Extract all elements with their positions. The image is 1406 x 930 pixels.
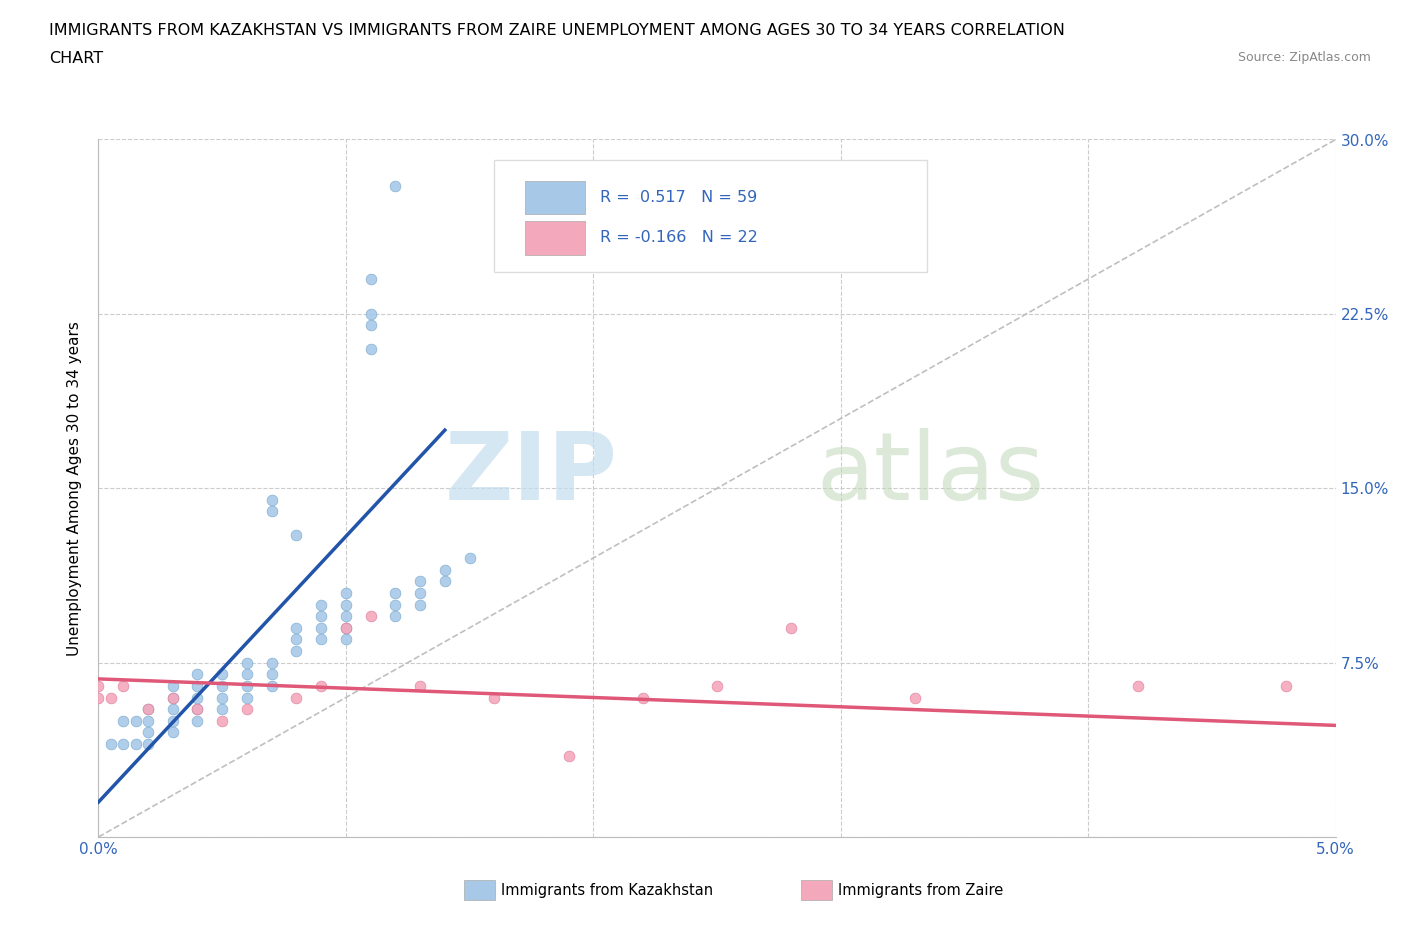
Text: R =  0.517   N = 59: R = 0.517 N = 59 xyxy=(599,190,756,205)
Point xyxy=(236,679,259,694)
Point xyxy=(309,620,332,635)
Point xyxy=(1126,679,1149,694)
FancyBboxPatch shape xyxy=(526,221,585,255)
Point xyxy=(186,713,208,728)
Point xyxy=(260,493,283,508)
Point xyxy=(904,690,927,705)
Point xyxy=(285,632,308,647)
Point xyxy=(409,586,432,601)
Point xyxy=(285,690,308,705)
Point xyxy=(162,713,184,728)
Point xyxy=(87,679,110,694)
Point xyxy=(124,713,146,728)
Point xyxy=(285,620,308,635)
Point xyxy=(211,679,233,694)
Point xyxy=(409,574,432,589)
Text: Immigrants from Zaire: Immigrants from Zaire xyxy=(838,883,1004,897)
Point xyxy=(360,318,382,333)
Point xyxy=(433,574,456,589)
Point xyxy=(136,701,159,716)
Point xyxy=(557,748,579,763)
Point xyxy=(162,725,184,740)
Point xyxy=(260,656,283,671)
Point xyxy=(100,737,122,751)
Point xyxy=(162,690,184,705)
Point xyxy=(1275,679,1298,694)
Point xyxy=(236,690,259,705)
Point xyxy=(335,620,357,635)
Point xyxy=(409,679,432,694)
Point xyxy=(162,679,184,694)
Point xyxy=(309,679,332,694)
Point xyxy=(335,620,357,635)
Point xyxy=(236,667,259,682)
Point xyxy=(384,597,406,612)
Point xyxy=(409,597,432,612)
Point xyxy=(335,586,357,601)
Text: ZIP: ZIP xyxy=(446,429,619,520)
Point xyxy=(780,620,803,635)
Point xyxy=(186,701,208,716)
Point xyxy=(360,609,382,624)
Text: R = -0.166   N = 22: R = -0.166 N = 22 xyxy=(599,231,758,246)
Point xyxy=(112,737,135,751)
Point xyxy=(384,609,406,624)
Point xyxy=(309,632,332,647)
Point xyxy=(458,551,481,565)
Point xyxy=(433,562,456,577)
Point xyxy=(186,679,208,694)
Point xyxy=(112,713,135,728)
Point xyxy=(260,504,283,519)
Point xyxy=(162,690,184,705)
Point xyxy=(384,586,406,601)
Point xyxy=(87,690,110,705)
Point xyxy=(260,667,283,682)
Point xyxy=(136,713,159,728)
Point xyxy=(211,713,233,728)
Point xyxy=(360,341,382,356)
Text: atlas: atlas xyxy=(815,429,1045,520)
Point xyxy=(124,737,146,751)
Point xyxy=(112,679,135,694)
Point xyxy=(211,690,233,705)
Point xyxy=(136,737,159,751)
Point xyxy=(100,690,122,705)
Y-axis label: Unemployment Among Ages 30 to 34 years: Unemployment Among Ages 30 to 34 years xyxy=(67,321,83,656)
Point xyxy=(186,690,208,705)
Point xyxy=(186,667,208,682)
Point xyxy=(484,690,506,705)
Point xyxy=(309,609,332,624)
Point xyxy=(136,701,159,716)
Text: Source: ZipAtlas.com: Source: ZipAtlas.com xyxy=(1237,51,1371,64)
Point xyxy=(335,609,357,624)
Point xyxy=(236,701,259,716)
Point xyxy=(211,667,233,682)
Point xyxy=(285,527,308,542)
Point xyxy=(335,632,357,647)
Point xyxy=(335,597,357,612)
Point xyxy=(162,701,184,716)
Point xyxy=(285,644,308,658)
Text: IMMIGRANTS FROM KAZAKHSTAN VS IMMIGRANTS FROM ZAIRE UNEMPLOYMENT AMONG AGES 30 T: IMMIGRANTS FROM KAZAKHSTAN VS IMMIGRANTS… xyxy=(49,23,1066,38)
Point xyxy=(706,679,728,694)
FancyBboxPatch shape xyxy=(495,161,928,272)
Point xyxy=(136,725,159,740)
Point xyxy=(631,690,654,705)
Point xyxy=(186,701,208,716)
Point xyxy=(236,656,259,671)
Point xyxy=(360,307,382,322)
Point xyxy=(260,679,283,694)
Point xyxy=(309,597,332,612)
Text: CHART: CHART xyxy=(49,51,103,66)
FancyBboxPatch shape xyxy=(526,180,585,214)
Point xyxy=(211,701,233,716)
Text: Immigrants from Kazakhstan: Immigrants from Kazakhstan xyxy=(501,883,713,897)
Point xyxy=(384,179,406,193)
Point xyxy=(360,272,382,286)
